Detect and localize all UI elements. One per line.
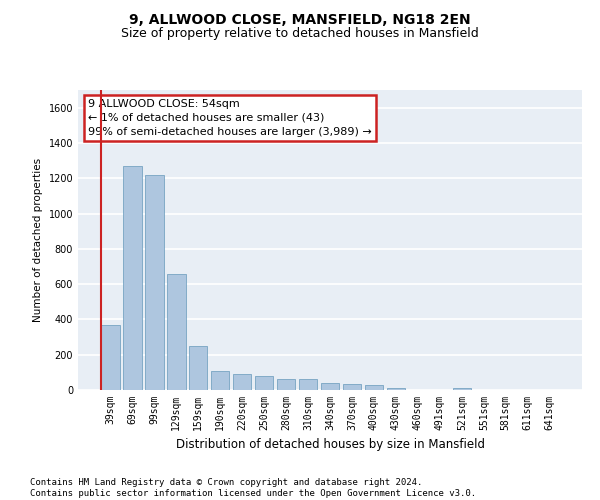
Bar (320, 384, 340, 390)
Bar (167, 274, 185, 390)
Bar (277, 378, 295, 390)
Bar (299, 380, 317, 390)
Bar (211, 372, 229, 390)
Bar (386, 388, 405, 390)
Bar (123, 166, 142, 390)
Y-axis label: Number of detached properties: Number of detached properties (33, 158, 43, 322)
Bar (365, 384, 383, 390)
Text: 9, ALLWOOD CLOSE, MANSFIELD, NG18 2EN: 9, ALLWOOD CLOSE, MANSFIELD, NG18 2EN (129, 12, 471, 26)
Bar (343, 384, 361, 390)
Bar (255, 376, 274, 390)
Text: Contains HM Land Registry data © Crown copyright and database right 2024.
Contai: Contains HM Land Registry data © Crown c… (30, 478, 476, 498)
Bar (189, 346, 208, 390)
Bar (233, 374, 251, 390)
Text: Size of property relative to detached houses in Mansfield: Size of property relative to detached ho… (121, 28, 479, 40)
Bar (145, 174, 164, 390)
X-axis label: Distribution of detached houses by size in Mansfield: Distribution of detached houses by size … (176, 438, 485, 452)
Bar (452, 388, 471, 390)
Bar (101, 324, 119, 390)
Text: 9 ALLWOOD CLOSE: 54sqm
← 1% of detached houses are smaller (43)
99% of semi-deta: 9 ALLWOOD CLOSE: 54sqm ← 1% of detached … (88, 99, 372, 137)
